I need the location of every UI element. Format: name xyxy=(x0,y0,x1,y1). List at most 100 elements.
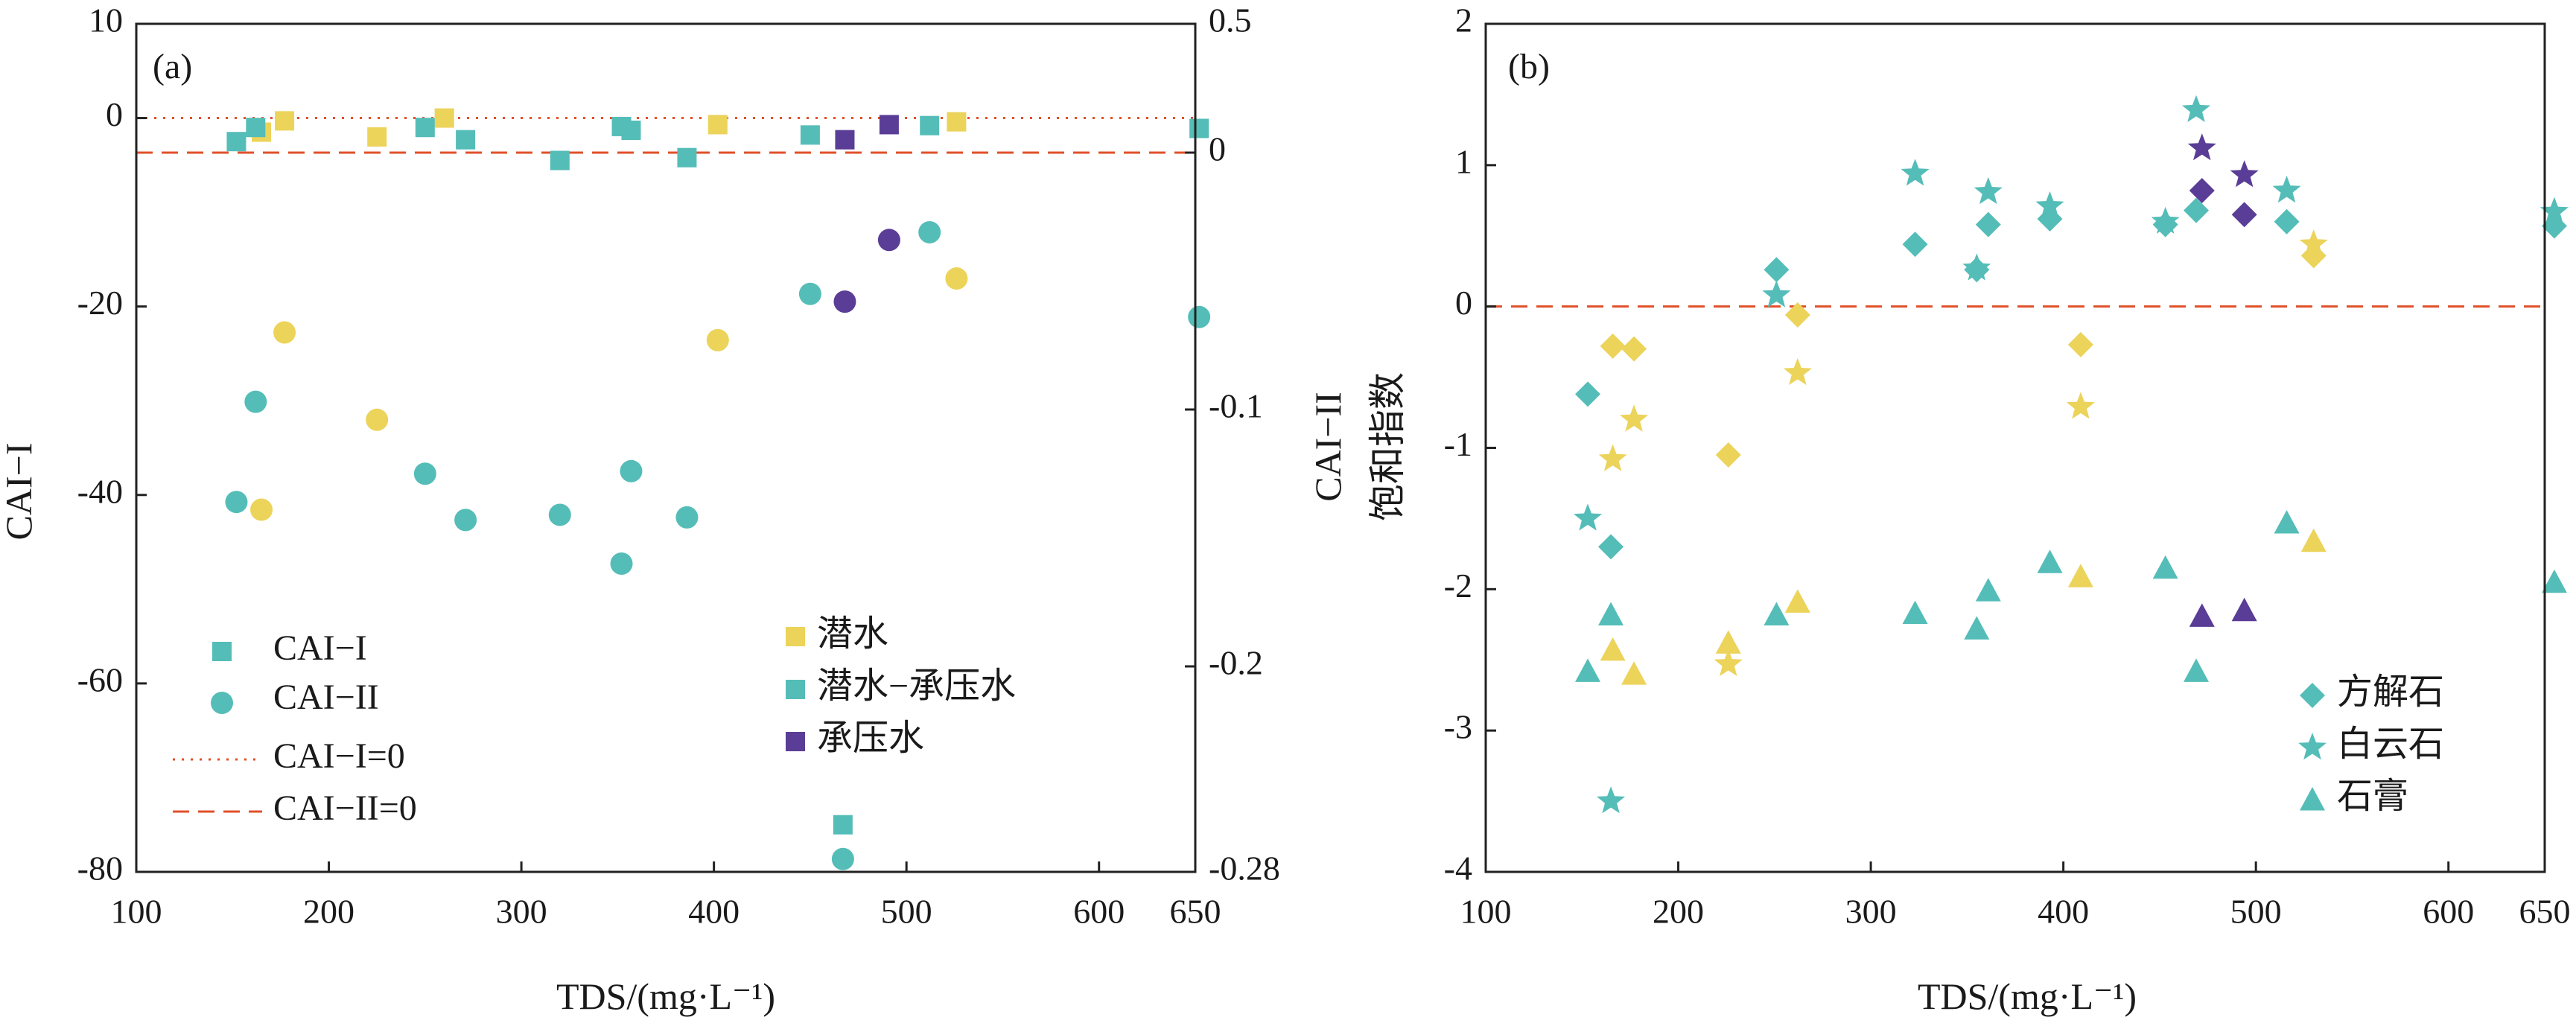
cai1-point-phreatic-confined xyxy=(800,125,820,145)
legend-marker-cai2-circle xyxy=(211,692,233,714)
panel-b-x-tick-label: 200 xyxy=(1653,893,1704,931)
cai1-point-phreatic xyxy=(434,108,454,128)
dolomite-point-phreatic xyxy=(1620,404,1649,432)
dolomite-point-phreatic xyxy=(2066,392,2095,419)
gypsum-point-phreatic-confined xyxy=(1964,616,1990,640)
dolomite-point-phreatic xyxy=(1598,444,1627,471)
calcite-point-phreatic-confined xyxy=(2184,197,2210,223)
panel-a-y2-tick-label: 0 xyxy=(1209,130,1226,168)
panel-a-x-tick-label: 300 xyxy=(496,893,547,931)
calcite-point-phreatic-confined xyxy=(1902,232,1928,258)
panel-b-y-tick-label: -4 xyxy=(1444,850,1472,888)
gypsum-point-phreatic xyxy=(1600,637,1626,661)
cai2-point-phreatic-confined xyxy=(675,506,699,529)
cai1-point-confined xyxy=(835,130,855,150)
panel-a-x-tick-label: 100 xyxy=(111,893,162,931)
legend-label-cai1-zero: CAI−I=0 xyxy=(273,736,405,776)
cai2-point-phreatic-confined xyxy=(548,503,571,526)
panel-a-y-tick-label: 10 xyxy=(89,1,123,39)
panel-b-x-tick-label: 650 xyxy=(2519,893,2571,931)
panel-a-legend-groups: 潜水 潜水−承压水 承压水 xyxy=(786,614,1016,758)
panel-b-x-tick-label: 400 xyxy=(2038,893,2089,931)
calcite-point-phreatic-confined xyxy=(1598,534,1624,560)
panel-b-x-tick-label: 100 xyxy=(1460,893,1512,931)
cai1-point-phreatic xyxy=(275,111,295,131)
dolomite-point-phreatic-confined xyxy=(2540,197,2569,224)
panel-a-x-tick-label: 600 xyxy=(1073,893,1125,931)
cai2-point-phreatic-confined xyxy=(831,847,854,870)
gypsum-point-phreatic-confined xyxy=(1764,602,1790,625)
cai2-point-phreatic-confined xyxy=(244,390,267,413)
calcite-point-phreatic xyxy=(1715,442,1741,468)
calcite-point-confined xyxy=(2189,178,2215,204)
dolomite-point-phreatic xyxy=(1714,649,1743,677)
calcite-point-phreatic-confined xyxy=(1575,381,1601,407)
dolomite-point-phreatic-confined xyxy=(2035,191,2064,219)
calcite-point-phreatic-confined xyxy=(1975,211,2001,238)
panel-a-x-tick-label: 500 xyxy=(881,893,932,931)
cai1-point-phreatic-confined xyxy=(456,130,476,150)
gypsum-point-phreatic xyxy=(1621,661,1647,685)
cai2-point-phreatic-confined xyxy=(1188,305,1211,328)
panel-a-y2-tick-label: -0.28 xyxy=(1209,850,1280,888)
cai1-point-phreatic-confined xyxy=(226,132,247,152)
calcite-point-confined xyxy=(2231,202,2257,228)
panel-a-frame xyxy=(135,22,1197,873)
calcite-point-phreatic-confined xyxy=(2274,208,2300,235)
panel-b-y-tick-label: -1 xyxy=(1444,425,1472,463)
dolomite-point-phreatic-confined xyxy=(2272,176,2301,203)
gypsum-point-phreatic xyxy=(1784,589,1810,613)
dolomite-point-phreatic-confined xyxy=(2182,95,2211,122)
legend-label-gypsum: 石膏 xyxy=(2337,777,2408,816)
panel-b-y-tick-label: -3 xyxy=(1444,708,1472,746)
legend-marker-gypsum xyxy=(2300,787,2325,811)
legend-marker-phreatic xyxy=(786,627,805,646)
gypsum-point-phreatic-confined xyxy=(1575,658,1601,682)
panel-a-x-tick-label: 400 xyxy=(688,893,740,931)
gypsum-point-phreatic xyxy=(2300,528,2327,552)
cai1-point-phreatic-confined xyxy=(246,118,266,138)
legend-marker-calcite xyxy=(2300,683,2325,708)
panel-b-x-tick-label: 300 xyxy=(1845,893,1897,931)
gypsum-point-phreatic-confined xyxy=(1598,602,1624,625)
cai1-point-phreatic-confined xyxy=(833,815,853,835)
panel-a-y2-tick-label: -0.1 xyxy=(1209,387,1263,425)
legend-marker-confined xyxy=(786,732,805,751)
gypsum-point-phreatic-confined xyxy=(2037,549,2063,573)
legend-label-cai2: CAI−II xyxy=(273,678,379,717)
panel-b-legend: 方解石 白云石 石膏 xyxy=(2298,672,2444,816)
panel-a-y-tick-label: -80 xyxy=(77,850,123,888)
dolomite-point-phreatic-confined xyxy=(1974,176,2003,205)
cai2-point-phreatic-confined xyxy=(454,509,477,532)
cai2-point-phreatic-confined xyxy=(798,282,821,305)
panel-b-y-axis-title: 饱和指数 xyxy=(1367,372,1408,521)
panel-a-y2-tick-label: 0.5 xyxy=(1209,1,1252,39)
cai1-point-phreatic-confined xyxy=(920,115,940,136)
gypsum-point-confined xyxy=(2189,603,2215,627)
panel-b-y-tick-label: 0 xyxy=(1455,284,1472,322)
legend-marker-cai1-square xyxy=(212,642,232,661)
cai2-point-phreatic-confined xyxy=(413,462,436,485)
legend-label-cai2-zero: CAI−II=0 xyxy=(273,788,417,828)
panel-a-x-tick-label: 650 xyxy=(1170,893,1221,931)
legend-label-dolomite: 白云石 xyxy=(2337,724,2444,764)
dolomite-point-phreatic-confined xyxy=(1962,253,1991,281)
cai1-point-phreatic-confined xyxy=(1189,118,1209,138)
dolomite-point-phreatic-confined xyxy=(1901,159,1930,186)
panel-b-label: (b) xyxy=(1508,47,1550,86)
dolomite-point-phreatic xyxy=(2299,229,2328,257)
legend-label-cai1: CAI−I xyxy=(273,628,367,668)
legend-label-phreatic: 潜水 xyxy=(817,614,888,654)
cai2-point-phreatic xyxy=(366,408,389,431)
panel-b-x-tick-label: 500 xyxy=(2230,893,2282,931)
panel-a-ticks: 100 200 300 400 500 600 650100-20-40-60-800.50… xyxy=(77,1,1280,931)
panel-a-chart: (a) TDS/(mg·L⁻¹) CAI−I CAI−II 100 200 300 4… xyxy=(0,1,1349,1017)
cai1-point-phreatic-confined xyxy=(677,147,697,168)
panel-b-x-axis-title: TDS/(mg·L⁻¹) xyxy=(1918,975,2137,1017)
panel-b-chart: (b) TDS/(mg·L⁻¹) 饱和指数 100 200 300 400 500 600… xyxy=(1367,1,2571,1017)
cai2-point-phreatic-confined xyxy=(610,552,633,575)
dolomite-point-phreatic-confined xyxy=(1597,786,1626,814)
cai2-point-phreatic xyxy=(273,321,296,344)
panel-a-legend-markers: CAI−I CAI−II CAI−I=0 CAI−II=0 xyxy=(173,628,417,828)
